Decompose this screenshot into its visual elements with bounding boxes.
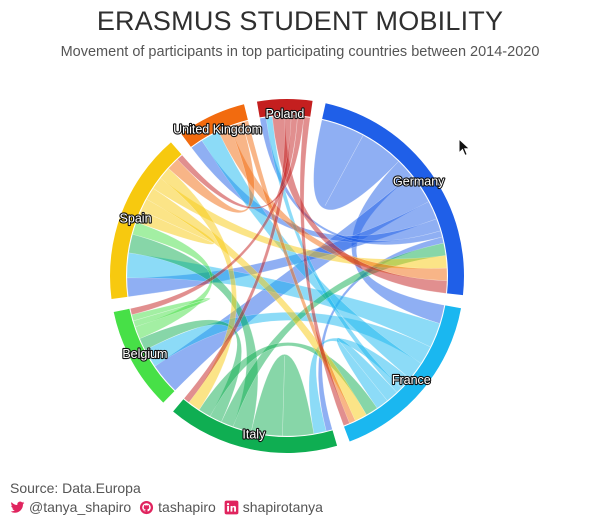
- linkedin-icon: [224, 500, 239, 514]
- github-icon: [140, 500, 154, 514]
- label-poland: Poland: [265, 107, 304, 121]
- label-italy: Italy: [242, 428, 266, 442]
- ribbon-poland-to-france[interactable]: [299, 116, 350, 426]
- chord-diagram[interactable]: Germany France Italy Belgium Spain United Kin…: [0, 66, 600, 476]
- ribbon-italy-to-france[interactable]: [198, 342, 378, 417]
- ribbon-spain-to-italy[interactable]: [160, 168, 237, 411]
- ribbon-italy-to-italy[interactable]: [250, 354, 315, 437]
- ribbon-germany-to-poland[interactable]: [259, 117, 443, 245]
- label-belgium: Belgium: [122, 347, 167, 361]
- arc-united-kingdom[interactable]: [181, 104, 248, 147]
- arc-spain[interactable]: [110, 142, 182, 299]
- social-links: @tanya_shapiro tashapiro shapirotanya: [10, 499, 331, 515]
- ribbon-france-to-poland[interactable]: [265, 116, 402, 393]
- ribbon-united-kingdom-to-france[interactable]: [241, 120, 356, 424]
- chart-subtitle: Movement of participants in top particip…: [60, 44, 540, 60]
- arc-belgium[interactable]: [113, 308, 175, 403]
- label-united-kingdom: United Kingdom: [173, 123, 262, 137]
- arc-italy[interactable]: [173, 399, 338, 453]
- ribbon-france-to-france[interactable]: [336, 337, 398, 409]
- arc-germany[interactable]: [322, 103, 464, 296]
- source-note: Source: Data.Europa: [10, 480, 141, 496]
- arc-poland[interactable]: [256, 99, 313, 118]
- arc-france[interactable]: [344, 305, 462, 442]
- ribbon-spain-to-spain[interactable]: [136, 198, 215, 245]
- ribbon-poland-to-spain[interactable]: [177, 116, 305, 209]
- ribbon-group: [126, 115, 448, 437]
- github-handle: tashapiro: [158, 499, 216, 515]
- ribbon-poland-to-belgium[interactable]: [130, 115, 298, 316]
- linkedin-link[interactable]: shapirotanya: [224, 499, 323, 515]
- chart-title: ERASMUS STUDENT MOBILITY: [96, 6, 504, 36]
- ribbon-belgium-to-belgium[interactable]: [131, 297, 211, 328]
- ribbon-germany-to-germany[interactable]: [313, 119, 399, 211]
- label-group: Germany France Italy Belgium Spain United Kin…: [118, 106, 446, 443]
- twitter-icon: [10, 501, 25, 513]
- mouse-cursor-icon: [458, 138, 471, 157]
- github-link[interactable]: tashapiro: [139, 499, 216, 515]
- twitter-link[interactable]: @tanya_shapiro: [10, 499, 131, 515]
- twitter-handle: @tanya_shapiro: [29, 499, 132, 515]
- label-spain: Spain: [120, 211, 152, 225]
- label-france: France: [392, 373, 431, 387]
- ribbon-united-kingdom-to-spain[interactable]: [168, 122, 255, 213]
- linkedin-handle: shapirotanya: [242, 499, 323, 515]
- arc-group: [110, 99, 464, 453]
- label-germany: Germany: [393, 175, 445, 189]
